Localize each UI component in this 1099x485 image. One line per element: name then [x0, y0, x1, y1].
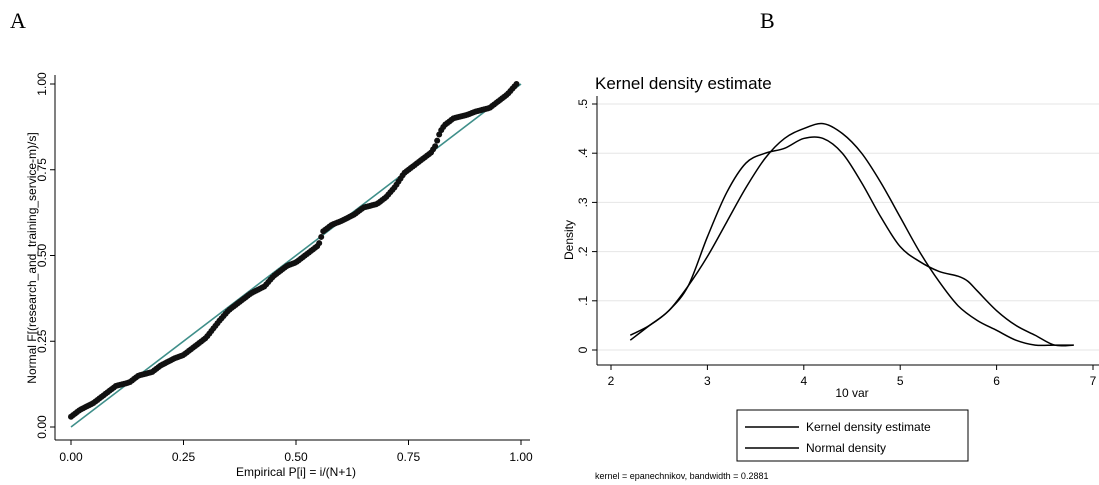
- x-tick-label: 5: [897, 374, 904, 388]
- kernel-density-line: [629, 136, 1074, 347]
- y-tick-label: 0: [576, 346, 590, 353]
- x-tick-label: 0.50: [284, 450, 308, 464]
- x-axis-title: 10 var: [835, 386, 868, 400]
- y-tick-label: .2: [576, 246, 590, 256]
- data-point: [432, 143, 439, 150]
- y-axis-title: Normal F[(research_and_training_service-…: [25, 132, 39, 383]
- x-tick-label: 1.00: [509, 450, 533, 464]
- panel-label-a: A: [10, 8, 26, 33]
- data-point: [318, 233, 325, 240]
- data-point: [434, 137, 441, 144]
- legend-box: [736, 409, 969, 462]
- data-points: [68, 81, 520, 420]
- legend-entry: Normal density: [806, 441, 886, 455]
- reference-line: [70, 83, 522, 428]
- y-tick-label: 0.75: [35, 158, 49, 182]
- y-tick-label: 1.00: [35, 72, 49, 96]
- y-tick-label: .4: [576, 148, 590, 158]
- kernel-density-chart: Kernel density estimate 2 3 4 5 6 7 0 .1 .2 .3 .4 .5…: [562, 74, 1099, 481]
- x-axis-title: Empirical P[i] = i/(N+1): [236, 465, 356, 479]
- qq-plot-chart: 0.00 0.25 0.50 0.75 1.00 0.00 0.25 0.50 0.75 1.00…: [25, 72, 533, 479]
- legend: Kernel density estimate Normal density: [736, 409, 969, 462]
- y-tick-label: 0.00: [35, 415, 49, 439]
- x-tick-label: 4: [800, 374, 807, 388]
- data-point: [513, 81, 520, 87]
- y-tick-label: .3: [576, 197, 590, 207]
- y-tick-label: .5: [576, 99, 590, 109]
- y-tick-label: 0.50: [35, 243, 49, 267]
- y-tick-label: .1: [576, 295, 590, 305]
- x-tick-label: 3: [704, 374, 711, 388]
- x-tick-label: 7: [1090, 374, 1097, 388]
- data-point: [316, 240, 323, 247]
- chart-title: Kernel density estimate: [595, 74, 772, 93]
- x-tick-label: 6: [993, 374, 1000, 388]
- x-tick-label: 0.75: [397, 450, 421, 464]
- kernel-note: kernel = epanechnikov, bandwidth = 0.288…: [595, 471, 768, 481]
- x-tick-label: 0.25: [172, 450, 196, 464]
- panel-label-b: B: [760, 8, 775, 33]
- y-axis-title: Density: [562, 220, 576, 260]
- legend-entry: Kernel density estimate: [806, 420, 931, 434]
- normal-density-line: [629, 122, 1074, 347]
- y-tick-label: 0.25: [35, 329, 49, 353]
- x-tick-label: 0.00: [59, 450, 83, 464]
- x-tick-label: 2: [608, 374, 615, 388]
